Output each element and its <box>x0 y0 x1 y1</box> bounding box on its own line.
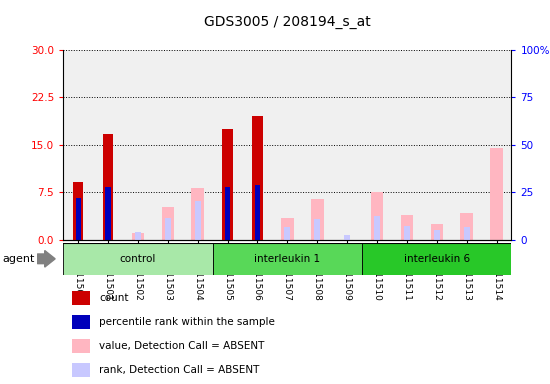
Bar <box>460 214 473 240</box>
Bar <box>75 198 81 240</box>
Bar <box>72 315 90 329</box>
Bar <box>281 218 294 240</box>
Bar <box>73 182 84 240</box>
FancyArrow shape <box>37 250 55 267</box>
Bar <box>135 232 141 240</box>
Bar <box>106 187 111 240</box>
Bar <box>222 129 233 240</box>
Text: value, Detection Call = ABSENT: value, Detection Call = ABSENT <box>99 341 265 351</box>
Bar <box>63 243 213 275</box>
Bar <box>490 148 503 240</box>
Text: count: count <box>99 293 129 303</box>
Bar <box>72 363 90 377</box>
Bar <box>103 134 113 240</box>
Text: GDS3005 / 208194_s_at: GDS3005 / 208194_s_at <box>204 15 371 29</box>
Bar <box>374 216 380 240</box>
Text: interleukin 1: interleukin 1 <box>254 254 321 264</box>
Bar <box>434 230 440 240</box>
Bar <box>464 227 470 240</box>
Bar <box>131 233 144 240</box>
Text: percentile rank within the sample: percentile rank within the sample <box>99 317 275 327</box>
Bar <box>213 243 362 275</box>
Bar <box>191 188 204 240</box>
Bar <box>72 339 90 353</box>
Bar <box>344 235 350 240</box>
Bar <box>284 227 290 240</box>
Bar <box>165 218 171 240</box>
Text: interleukin 6: interleukin 6 <box>404 254 470 264</box>
Bar <box>362 243 512 275</box>
Bar <box>255 185 260 240</box>
Bar <box>311 199 323 240</box>
Bar <box>431 224 443 240</box>
Bar <box>225 187 230 240</box>
Bar <box>371 192 383 240</box>
Bar <box>252 116 263 240</box>
Text: rank, Detection Call = ABSENT: rank, Detection Call = ABSENT <box>99 365 260 375</box>
Bar <box>314 219 320 240</box>
Text: agent: agent <box>3 254 35 264</box>
Bar <box>162 207 174 240</box>
Bar <box>400 215 413 240</box>
Bar <box>195 201 201 240</box>
Text: control: control <box>120 254 156 264</box>
Bar <box>72 291 90 305</box>
Bar <box>404 226 410 240</box>
